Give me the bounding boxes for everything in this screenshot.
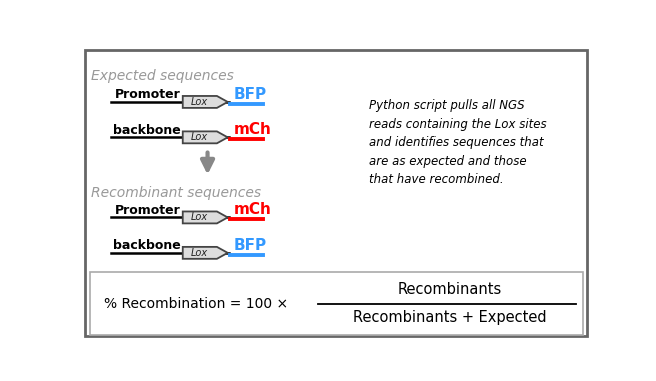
FancyBboxPatch shape (90, 272, 583, 335)
Polygon shape (183, 96, 228, 108)
Text: Lox: Lox (190, 248, 207, 258)
FancyBboxPatch shape (85, 50, 586, 336)
Polygon shape (183, 211, 228, 223)
Text: Recombinants + Expected: Recombinants + Expected (354, 311, 547, 325)
Text: Lox: Lox (190, 213, 207, 223)
Text: mCh: mCh (234, 202, 272, 217)
Text: BFP: BFP (234, 238, 267, 253)
Text: Lox: Lox (190, 132, 207, 142)
Text: mCh: mCh (234, 122, 272, 137)
Text: Expected sequences: Expected sequences (91, 69, 234, 83)
Text: Promoter: Promoter (115, 203, 180, 217)
Text: % Recombination = 100 ×: % Recombination = 100 × (104, 297, 288, 311)
Text: Promoter: Promoter (115, 88, 180, 101)
Polygon shape (183, 131, 228, 143)
Text: backbone: backbone (113, 239, 180, 252)
Text: Lox: Lox (190, 97, 207, 107)
Text: Python script pulls all NGS
reads containing the Lox sites
and identifies sequen: Python script pulls all NGS reads contai… (369, 99, 546, 186)
Text: Recombinants: Recombinants (398, 282, 502, 297)
Text: Recombinant sequences: Recombinant sequences (91, 186, 262, 200)
Text: BFP: BFP (234, 87, 267, 102)
Text: backbone: backbone (113, 123, 180, 136)
Polygon shape (183, 247, 228, 259)
